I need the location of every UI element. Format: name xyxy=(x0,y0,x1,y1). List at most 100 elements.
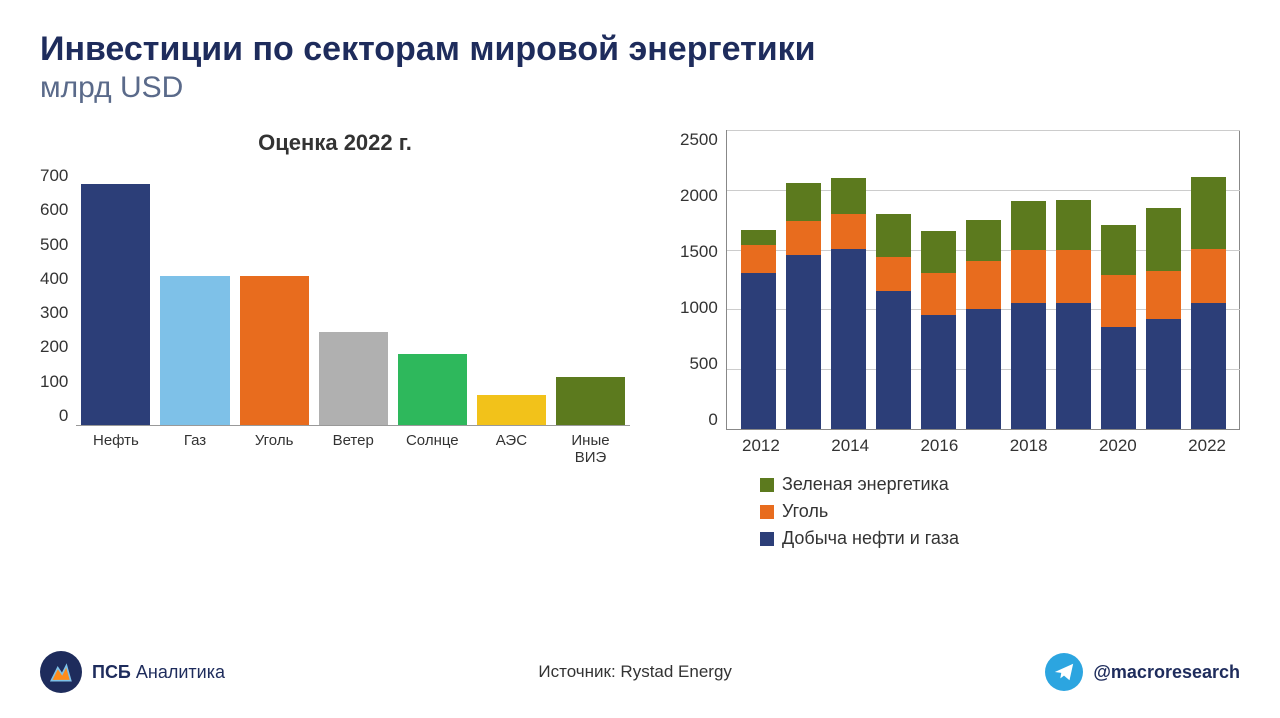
bar-segment xyxy=(741,245,776,273)
chart-right-plot xyxy=(726,130,1240,430)
chart-right-yaxis: 05001000150020002500 xyxy=(680,130,726,430)
brand-name-bold: ПСБ xyxy=(92,662,131,682)
legend-swatch xyxy=(760,505,774,519)
chart-right-legend: Зеленая энергетика Уголь Добыча нефти и га… xyxy=(760,474,1240,549)
bar-segment xyxy=(831,178,866,214)
xtick-label xyxy=(1147,436,1178,456)
brand-logo: ПСБ Аналитика xyxy=(40,651,225,693)
stacked-bar xyxy=(966,220,1001,429)
xtick-label: Газ xyxy=(160,432,229,466)
legend-label: Уголь xyxy=(782,501,828,522)
bar-segment xyxy=(1101,327,1136,429)
telegram-link[interactable]: @macroresearch xyxy=(1045,653,1240,691)
bar-segment xyxy=(1146,208,1181,270)
bar-segment xyxy=(1011,201,1046,250)
bar-segment xyxy=(741,230,776,246)
bar-segment xyxy=(921,273,956,315)
bar-segment xyxy=(1056,200,1091,250)
bar-segment xyxy=(1011,250,1046,303)
stacked-bar xyxy=(921,231,956,429)
stacked-bar xyxy=(1146,208,1181,429)
bar-segment xyxy=(1146,271,1181,319)
telegram-icon xyxy=(1045,653,1083,691)
chart-left-yaxis: 0 100 200 300 400 500 600 700 xyxy=(40,166,76,426)
bar-segment xyxy=(1011,303,1046,429)
xtick-label: 2022 xyxy=(1188,436,1226,456)
brand-name-rest: Аналитика xyxy=(131,662,225,682)
bar-segment xyxy=(876,257,911,291)
ytick-label: 2500 xyxy=(680,130,718,150)
chart-right: 05001000150020002500 2012201420162018202… xyxy=(680,130,1240,555)
xtick-label: 2018 xyxy=(1010,436,1048,456)
xtick-label: АЭС xyxy=(477,432,546,466)
xtick-label: Уголь xyxy=(240,432,309,466)
bar-segment xyxy=(1101,225,1136,275)
chart-right-xlabels: 2012 2014 2016 2018 2020 2022 xyxy=(728,436,1240,456)
chart-left: Оценка 2022 г. 0100200300400500600700 Не… xyxy=(40,130,630,555)
stacked-bar xyxy=(1011,201,1046,429)
legend-item: Зеленая энергетика xyxy=(760,474,1240,495)
bar-segment xyxy=(876,214,911,257)
bar xyxy=(240,276,309,425)
ytick-label: 100 xyxy=(40,372,68,392)
ytick-label: 0 xyxy=(680,410,718,430)
page-title: Инвестиции по секторам мировой энергетик… xyxy=(40,30,1240,69)
bar-segment xyxy=(786,255,821,429)
bar-segment xyxy=(966,261,1001,309)
legend-swatch xyxy=(760,478,774,492)
footer: ПСБ Аналитика Источник: Rystad Energy @m… xyxy=(40,651,1240,693)
stacked-bar xyxy=(786,183,821,429)
ytick-label: 2000 xyxy=(680,186,718,206)
bar-segment xyxy=(1191,303,1226,429)
bar-segment xyxy=(1056,303,1091,429)
legend-item: Добыча нефти и газа xyxy=(760,528,1240,549)
ytick-label: 1500 xyxy=(680,242,718,262)
xtick-label: Иные ВИЭ xyxy=(556,432,625,466)
page-subtitle: млрд USD xyxy=(40,71,1240,105)
ytick-label: 500 xyxy=(680,354,718,374)
bar-segment xyxy=(966,220,1001,261)
telegram-handle: @macroresearch xyxy=(1093,662,1240,683)
bar-segment xyxy=(1101,275,1136,327)
bar-segment xyxy=(831,214,866,249)
xtick-label xyxy=(879,436,910,456)
bar xyxy=(319,332,388,425)
legend-item: Уголь xyxy=(760,501,1240,522)
xtick-label: 2012 xyxy=(742,436,780,456)
xtick-label: 2020 xyxy=(1099,436,1137,456)
ytick-label: 500 xyxy=(40,235,68,255)
xtick-label xyxy=(968,436,999,456)
bar-segment xyxy=(786,183,821,221)
chart-right-bars xyxy=(727,130,1240,429)
legend-label: Зеленая энергетика xyxy=(782,474,949,495)
source-label: Источник: Rystad Energy xyxy=(538,662,732,682)
stacked-bar xyxy=(741,230,776,429)
xtick-label: 2014 xyxy=(831,436,869,456)
ytick-label: 200 xyxy=(40,337,68,357)
stacked-bar xyxy=(1056,200,1091,429)
bar-segment xyxy=(876,291,911,429)
ytick-label: 400 xyxy=(40,269,68,289)
bar xyxy=(81,184,150,425)
xtick-label xyxy=(790,436,821,456)
stacked-bar xyxy=(1191,177,1226,429)
charts-row: Оценка 2022 г. 0100200300400500600700 Не… xyxy=(40,130,1240,555)
bar-segment xyxy=(1191,177,1226,249)
stacked-bar xyxy=(831,178,866,429)
stacked-bar xyxy=(1101,225,1136,429)
bar-segment xyxy=(1146,319,1181,429)
ytick-label: 600 xyxy=(40,200,68,220)
xtick-label: 2016 xyxy=(920,436,958,456)
chart-left-title: Оценка 2022 г. xyxy=(40,130,630,156)
bar xyxy=(556,377,625,425)
ytick-label: 300 xyxy=(40,303,68,323)
chart-left-xlabels: НефтьГазУгольВетерСолнцеАЭСИные ВИЭ xyxy=(76,432,630,466)
xtick-label: Ветер xyxy=(319,432,388,466)
brand-logo-icon xyxy=(40,651,82,693)
bar-segment xyxy=(1056,250,1091,303)
bar-segment xyxy=(1191,249,1226,303)
ytick-label: 700 xyxy=(40,166,68,186)
legend-label: Добыча нефти и газа xyxy=(782,528,959,549)
ytick-label: 0 xyxy=(40,406,68,426)
bar xyxy=(160,276,229,425)
